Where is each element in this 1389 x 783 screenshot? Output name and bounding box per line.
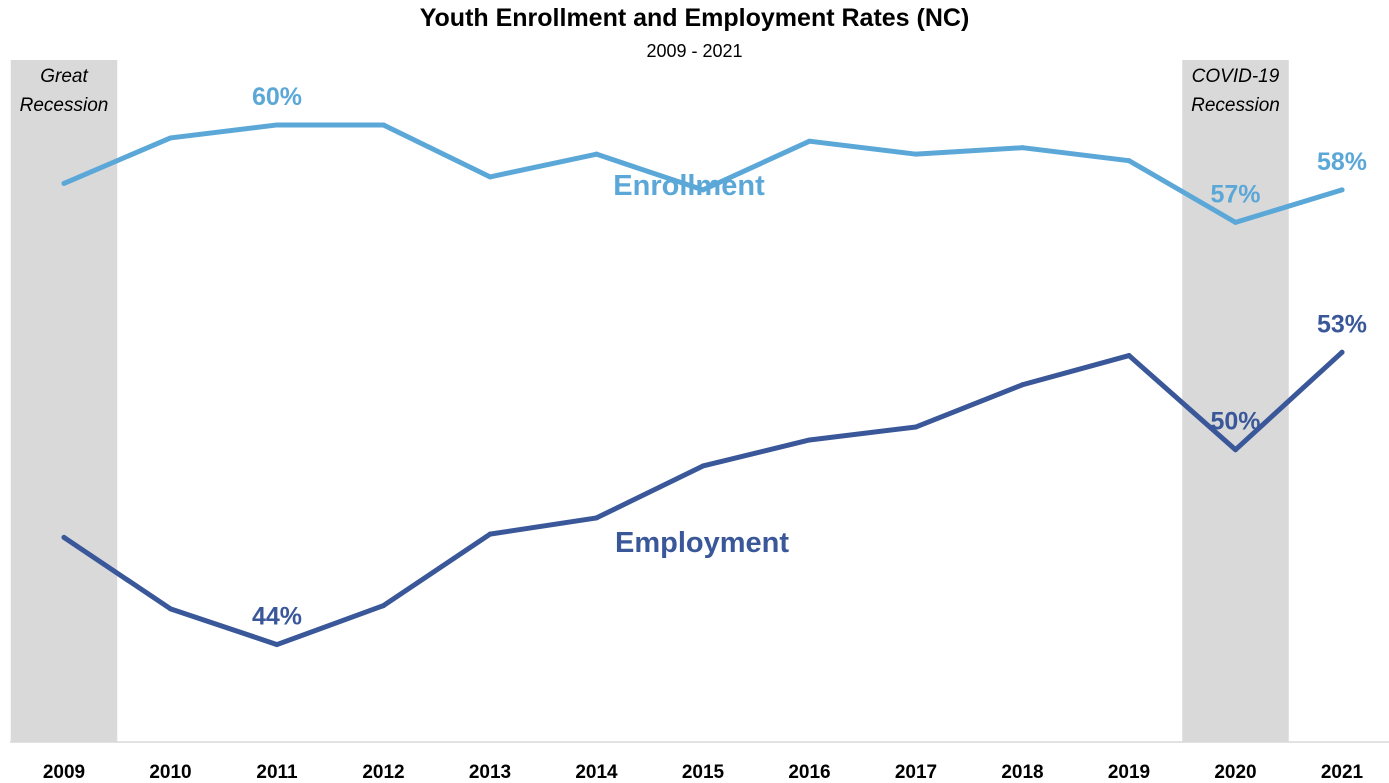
- x-tick-label: 2021: [1321, 762, 1364, 783]
- chart-subtitle: 2009 - 2021: [646, 41, 743, 61]
- series-lines: [61, 122, 1345, 648]
- shaded-period-label: Great: [40, 66, 88, 87]
- x-tick-label: 2010: [149, 762, 191, 783]
- data-point-enrollment: [487, 174, 493, 180]
- series-line-employment: [61, 349, 1345, 648]
- x-tick-label: 2019: [1108, 762, 1150, 783]
- x-tick-label: 2011: [256, 762, 298, 783]
- x-tick-label: 2018: [1001, 762, 1043, 783]
- series-label-employment: Employment: [615, 527, 789, 559]
- data-point-enrollment: [807, 138, 812, 144]
- data-point-enrollment: [61, 180, 67, 186]
- data-point-employment: [381, 603, 386, 609]
- x-tick-label: 2013: [469, 762, 511, 783]
- data-point-employment: [1020, 382, 1025, 388]
- chart-title: Youth Enrollment and Employment Rates (N…: [419, 4, 970, 32]
- data-label: 50%: [1210, 408, 1260, 436]
- data-point-enrollment: [1339, 187, 1345, 193]
- data-label: 44%: [252, 603, 302, 631]
- data-point-enrollment: [168, 135, 173, 141]
- data-point-enrollment: [1126, 158, 1132, 164]
- shaded-period-label: COVID-19: [1192, 66, 1280, 87]
- data-point-enrollment: [1233, 219, 1238, 225]
- data-label: 53%: [1317, 310, 1367, 338]
- data-point-employment: [274, 642, 280, 648]
- shaded-period-label: Recession: [1191, 95, 1280, 116]
- data-point-employment: [1339, 349, 1345, 355]
- x-tick-label: 2012: [362, 762, 404, 783]
- data-point-employment: [700, 463, 706, 469]
- shaded-periods: Great Recession COVID-19 Recession: [10, 60, 1289, 742]
- x-tick-label: 2015: [682, 762, 725, 783]
- x-tick-label: 2016: [788, 762, 830, 783]
- data-point-employment: [1126, 353, 1132, 359]
- data-point-employment: [913, 424, 919, 430]
- shaded-period-0: [10, 60, 118, 742]
- data-labels: 60% 57% 58% 44% 50% 53%: [252, 83, 1367, 631]
- series-label-enrollment: Enrollment: [613, 170, 765, 202]
- data-point-employment: [1233, 447, 1238, 453]
- data-point-employment: [487, 531, 493, 537]
- x-tick-label: 2014: [575, 762, 618, 783]
- data-label: 60%: [252, 83, 302, 111]
- x-tick-label: 2020: [1214, 762, 1256, 783]
- x-tick-label: 2009: [43, 762, 85, 783]
- data-point-enrollment: [1020, 145, 1025, 151]
- data-point-employment: [807, 437, 812, 443]
- data-point-employment: [594, 515, 599, 521]
- data-point-enrollment: [381, 122, 386, 128]
- data-point-enrollment: [274, 122, 280, 128]
- data-label: 57%: [1210, 180, 1260, 208]
- data-point-employment: [61, 534, 67, 540]
- data-point-employment: [168, 606, 173, 612]
- data-point-enrollment: [913, 151, 919, 157]
- data-label: 58%: [1317, 148, 1367, 176]
- x-tick-label: 2017: [895, 762, 937, 783]
- data-point-enrollment: [594, 151, 599, 157]
- shaded-period-1: [1182, 60, 1289, 742]
- x-axis-ticks: 2009 2010 2011 2012 2013 2014 2015 2016 2017 2018…: [43, 762, 1364, 783]
- data-point-enrollment: [700, 187, 706, 193]
- shaded-period-label: Recession: [20, 95, 109, 116]
